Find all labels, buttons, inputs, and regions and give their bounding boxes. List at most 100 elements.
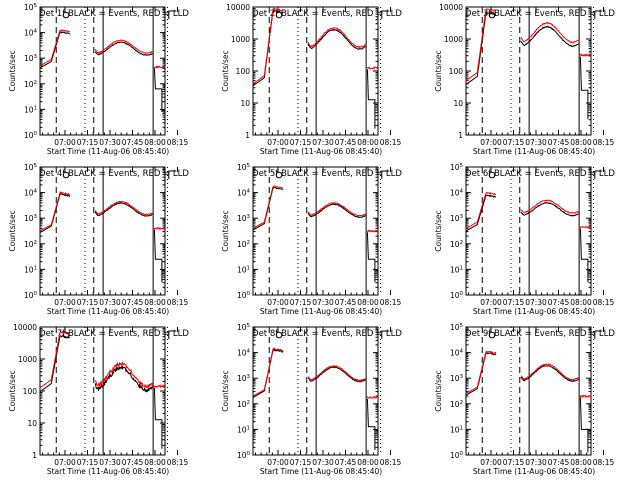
y-tick-exponent: 0 bbox=[460, 291, 464, 297]
y-tick-label: 105 bbox=[450, 163, 464, 172]
y-tick-exponent: 5 bbox=[460, 163, 464, 169]
plot-frame bbox=[252, 6, 379, 136]
plot-frame bbox=[39, 6, 166, 136]
lld-series-line bbox=[153, 65, 165, 69]
x-tick-label: 08:15 bbox=[593, 298, 615, 307]
y-tick-label: 1000 bbox=[231, 35, 250, 44]
y-tick-label: 1 bbox=[32, 451, 37, 460]
y-tick-label: 102 bbox=[237, 400, 250, 409]
x-tick-label: 07:15 bbox=[290, 298, 312, 307]
x-tick-label: 07:15 bbox=[290, 458, 312, 467]
chart-title: Det 1f BLACK = Events, RED = LLD bbox=[39, 9, 189, 19]
plot-frame bbox=[465, 166, 592, 296]
y-tick-exponent: 5 bbox=[460, 323, 464, 329]
x-axis-label: Start Time (11-Aug-06 08:45:40) bbox=[47, 467, 169, 476]
lld-series-line bbox=[307, 26, 366, 49]
y-tick-label: 102 bbox=[450, 240, 463, 249]
lld-series-line bbox=[252, 347, 284, 397]
saa-flag-marker bbox=[488, 331, 496, 339]
y-tick-label: 105 bbox=[237, 163, 251, 172]
y-tick-exponent: 2 bbox=[247, 240, 251, 246]
lld-series-line bbox=[153, 226, 166, 231]
events-series-line bbox=[465, 194, 497, 232]
x-tick-label: 08:15 bbox=[593, 458, 615, 467]
y-tick-exponent: 4 bbox=[460, 349, 464, 355]
x-tick-label: 07:30 bbox=[312, 138, 334, 147]
y-tick-exponent: 1 bbox=[247, 425, 251, 431]
chart-title: Det 4f BLACK = Events, RED = LLD bbox=[39, 169, 189, 179]
y-tick-exponent: 0 bbox=[34, 291, 38, 297]
y-tick-exponent: 0 bbox=[34, 131, 38, 137]
x-axis-label: Start Time (11-Aug-06 08:45:40) bbox=[260, 307, 382, 316]
x-axis-label: Start Time (11-Aug-06 08:45:40) bbox=[260, 467, 382, 476]
saa-flag-marker bbox=[594, 10, 603, 19]
x-tick-label: 07:15 bbox=[77, 138, 99, 147]
y-tick-exponent: 4 bbox=[34, 189, 38, 195]
lld-series-line bbox=[252, 185, 284, 229]
x-tick-label: 07:30 bbox=[99, 298, 121, 307]
lld-series-line bbox=[520, 199, 579, 214]
x-tick-label: 07:00 bbox=[54, 458, 76, 467]
x-tick-label: 08:00 bbox=[144, 298, 166, 307]
x-axis-label: Start Time (11-Aug-06 08:45:40) bbox=[473, 467, 595, 476]
saa-flag-marker bbox=[275, 11, 283, 19]
y-tick-label: 1000 bbox=[444, 35, 463, 44]
y-tick-label: 104 bbox=[237, 349, 251, 358]
events-series-line bbox=[579, 56, 589, 119]
x-tick-label: 07:45 bbox=[335, 138, 357, 147]
x-tick-label: 07:15 bbox=[503, 298, 525, 307]
saa-flag-marker bbox=[488, 171, 496, 179]
y-tick-label: 100 bbox=[236, 67, 251, 76]
y-tick-exponent: 0 bbox=[247, 451, 251, 457]
x-tick-label: 07:15 bbox=[503, 458, 525, 467]
x-axis-label: Start Time (11-Aug-06 08:45:40) bbox=[260, 147, 382, 156]
y-tick-exponent: 0 bbox=[247, 291, 251, 297]
saa-flag-marker bbox=[168, 10, 177, 19]
x-tick-label: 07:00 bbox=[480, 298, 502, 307]
y-tick-exponent: 4 bbox=[247, 189, 251, 195]
events-series-line bbox=[579, 397, 589, 453]
y-tick-exponent: 5 bbox=[34, 3, 38, 9]
y-tick-label: 1000 bbox=[18, 355, 37, 364]
x-axis-label: Start Time (11-Aug-06 08:45:40) bbox=[47, 307, 169, 316]
y-axis-label: Counts/sec bbox=[434, 210, 443, 251]
events-series-line bbox=[366, 232, 376, 283]
y-axis-label: Counts/sec bbox=[221, 370, 230, 411]
detector-panel: Det 2f BLACK = Events, RED = LLD 1 10 100 10… bbox=[221, 3, 402, 156]
y-tick-label: 104 bbox=[450, 189, 464, 198]
x-tick-label: 08:15 bbox=[167, 298, 189, 307]
x-tick-label: 07:30 bbox=[525, 138, 547, 147]
x-tick-label: 07:45 bbox=[335, 298, 357, 307]
lld-series-line bbox=[307, 201, 366, 217]
y-tick-label: 10 bbox=[453, 99, 463, 108]
y-tick-label: 105 bbox=[237, 323, 251, 332]
x-tick-label: 07:45 bbox=[122, 458, 144, 467]
y-tick-label: 102 bbox=[24, 80, 37, 89]
y-tick-label: 103 bbox=[450, 374, 464, 383]
y-tick-label: 100 bbox=[24, 131, 38, 140]
chart-title: Det 2f BLACK = Events, RED = LLD bbox=[252, 9, 402, 19]
y-tick-label: 100 bbox=[449, 67, 464, 76]
chart-title: Det 7f BLACK = Events, RED = LLD bbox=[39, 329, 189, 339]
y-axis-label: Counts/sec bbox=[8, 210, 17, 251]
x-tick-label: 07:30 bbox=[525, 458, 547, 467]
y-tick-exponent: 1 bbox=[247, 265, 251, 271]
events-series-line bbox=[94, 364, 153, 393]
x-tick-label: 08:00 bbox=[570, 138, 592, 147]
x-tick-label: 07:00 bbox=[267, 298, 289, 307]
y-tick-exponent: 2 bbox=[247, 400, 251, 406]
y-tick-exponent: 3 bbox=[247, 374, 251, 380]
x-tick-label: 07:15 bbox=[77, 458, 99, 467]
y-tick-label: 1 bbox=[458, 131, 463, 140]
y-tick-label: 102 bbox=[24, 240, 37, 249]
x-tick-label: 08:15 bbox=[380, 298, 402, 307]
y-tick-exponent: 3 bbox=[247, 214, 251, 220]
saa-flag-marker bbox=[275, 171, 283, 179]
lld-series-line bbox=[579, 225, 592, 229]
events-series-line bbox=[307, 203, 366, 219]
lld-series-line bbox=[39, 29, 71, 67]
detector-panel: Det 4f BLACK = Events, RED = LLD10010110… bbox=[8, 163, 189, 316]
y-tick-label: 105 bbox=[24, 163, 38, 172]
y-tick-label: 103 bbox=[237, 374, 251, 383]
